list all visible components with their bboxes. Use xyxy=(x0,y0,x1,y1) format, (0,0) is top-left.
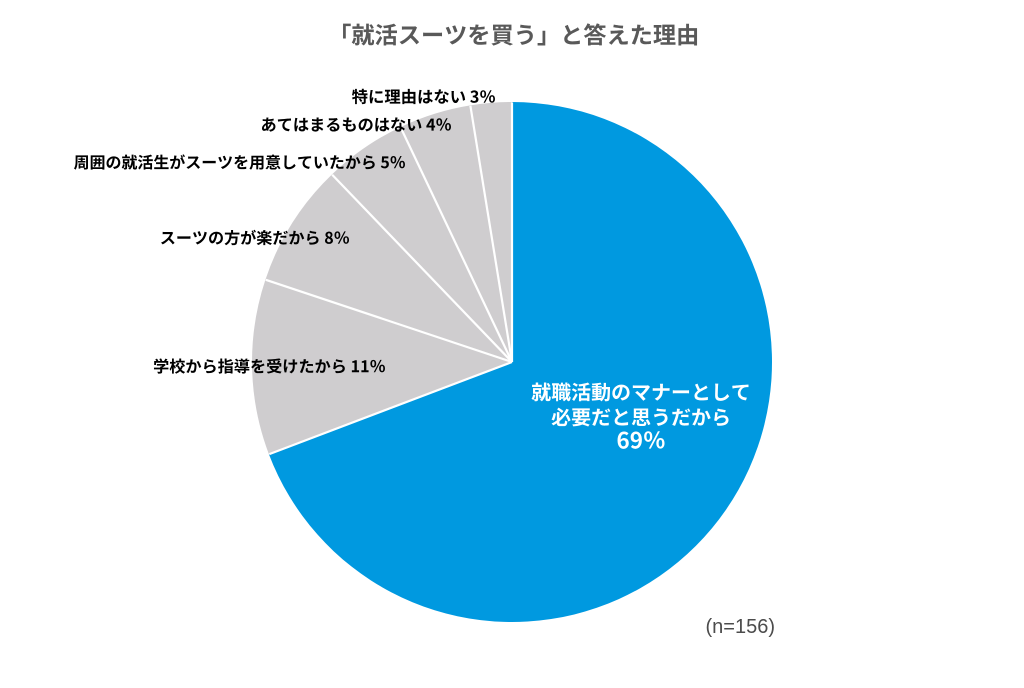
svg-text:(n=156): (n=156) xyxy=(706,616,776,638)
